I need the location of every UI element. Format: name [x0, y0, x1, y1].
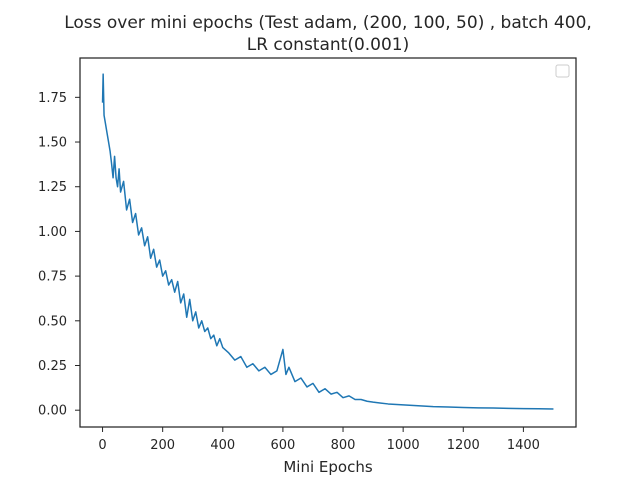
x-tick-label: 800	[331, 438, 356, 453]
x-tick-label: 400	[210, 438, 235, 453]
y-axis-ticks: 0.00 0.25 0.50 0.75 1.00 1.25 1.50 1.75	[38, 91, 80, 419]
x-axis-ticks: 0 200 400 600 800 1000 1200 1400	[98, 427, 540, 453]
y-tick-label: 1.00	[38, 225, 67, 240]
y-tick-label: 1.25	[38, 180, 67, 195]
y-tick-label: 0.00	[38, 404, 67, 419]
y-tick-label: 0.25	[38, 359, 67, 374]
loss-series-line	[101, 73, 554, 410]
x-tick-label: 1400	[507, 438, 540, 453]
y-tick-label: 1.50	[38, 136, 67, 151]
plot-frame	[79, 57, 577, 428]
x-tick-label: 0	[98, 438, 106, 453]
x-tick-label: 1200	[447, 438, 480, 453]
plot-area	[80, 58, 576, 427]
y-tick-label: 0.50	[38, 314, 67, 329]
y-tick-label: 0.75	[38, 270, 67, 285]
y-tick-label: 1.75	[38, 91, 67, 106]
chart-title-line2: LR constant(0.001)	[247, 35, 410, 55]
x-tick-label: 1000	[387, 438, 420, 453]
x-tick-label: 200	[150, 438, 175, 453]
legend-box	[555, 64, 570, 78]
chart-title-line1: Loss over mini epochs (Test adam, (200, …	[64, 13, 592, 33]
x-tick-label: 600	[270, 438, 295, 453]
x-axis-label: Mini Epochs	[283, 458, 372, 476]
